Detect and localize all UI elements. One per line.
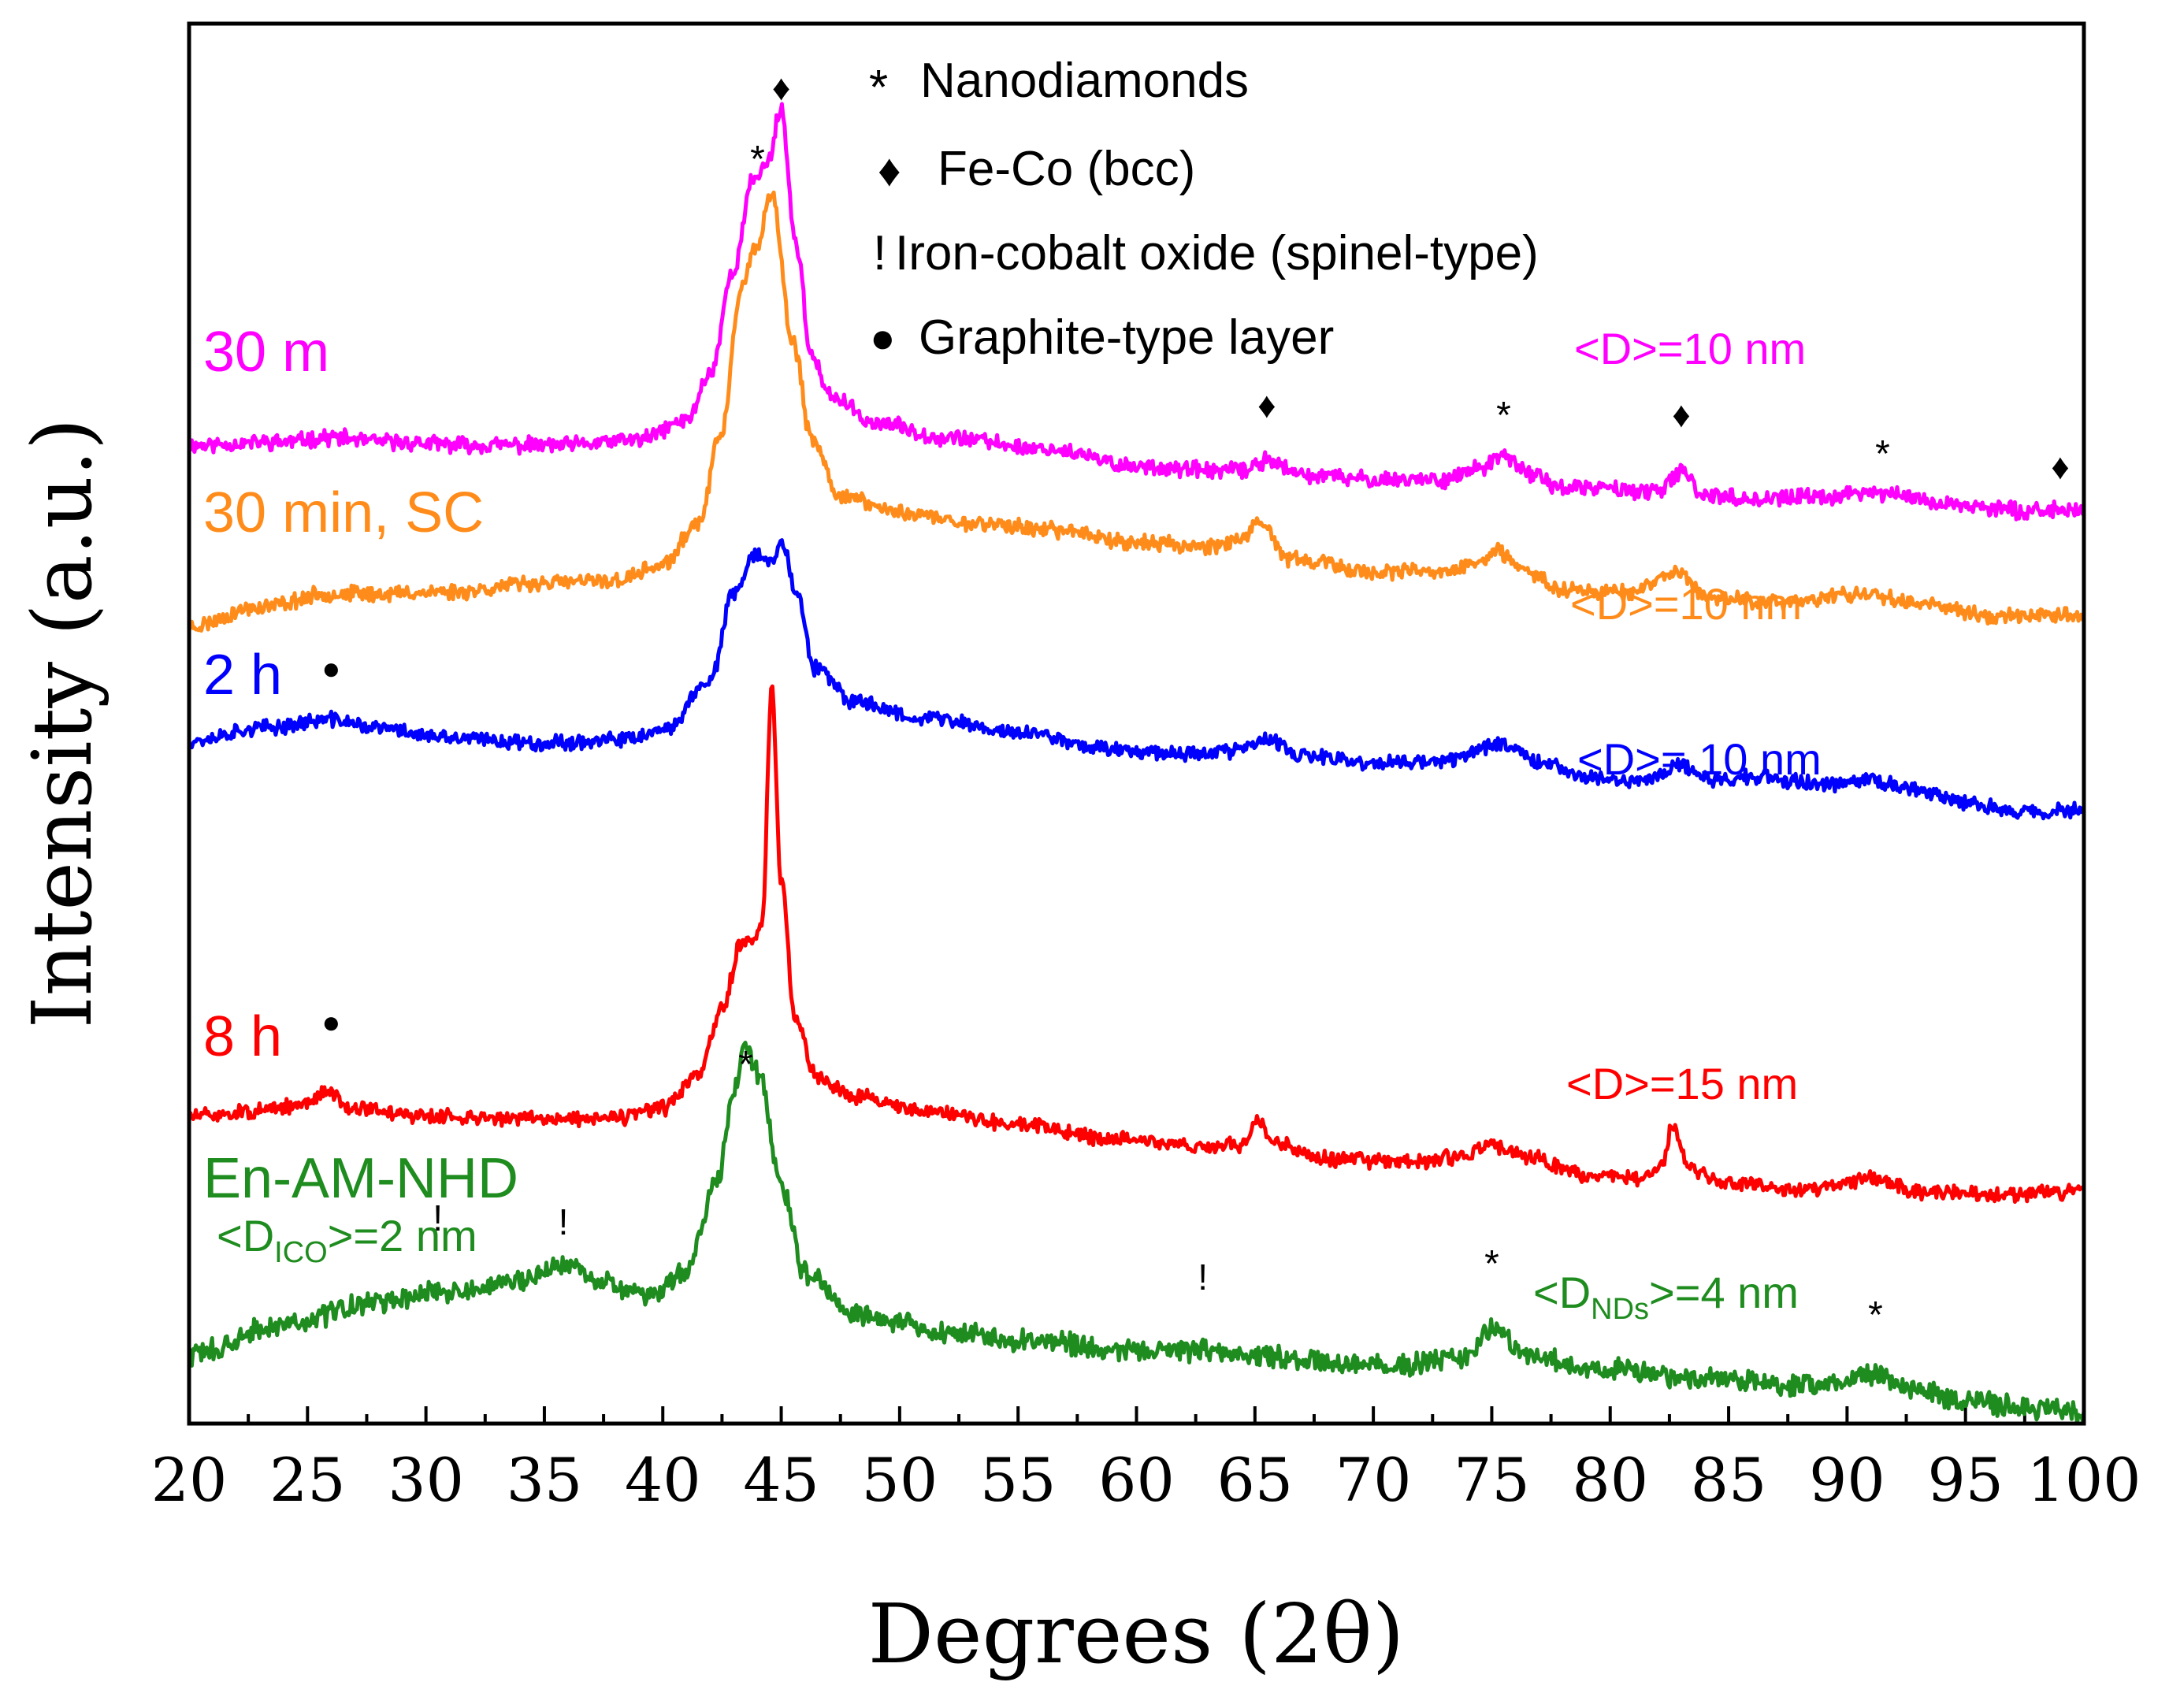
series-labels: 30 m 30 min, SC 2 h 8 h En-AM-NHD: [203, 321, 518, 1210]
crystallite-label-ico: <DICO>=2 nm: [217, 1211, 477, 1269]
nanodiamond-marker: *: [1868, 1294, 1883, 1336]
legend-label-fe-co: Fe-Co (bcc): [938, 142, 1195, 196]
x-tick-label: 20: [151, 1445, 228, 1515]
x-tick-label: 80: [1572, 1445, 1648, 1515]
x-tick-label: 35: [507, 1445, 583, 1515]
graphite-marker: ●: [321, 1005, 340, 1040]
nanodiamond-marker: *: [750, 139, 765, 180]
series-label-2h: 2 h: [203, 644, 282, 707]
legend-symbol-oxide: !: [873, 226, 886, 280]
legend-symbol-fe-co: ♦: [878, 145, 901, 196]
crystallite-label-ico-suffix: >=2 nm: [328, 1211, 477, 1261]
series-label-8h: 8 h: [203, 1005, 282, 1068]
crystallite-label-8h: <D>=15 nm: [1566, 1059, 1798, 1108]
series-line-en-am-nhd: [187, 1040, 2086, 1425]
crystallite-label-nds-prefix: <D: [1533, 1268, 1591, 1317]
oxide-marker: !: [1198, 1257, 1208, 1298]
crystallite-label-30min-sc: <D>=10 nm: [1570, 579, 1802, 629]
series-lines: [187, 102, 2086, 1425]
oxide-marker: !: [559, 1201, 569, 1242]
crystallite-label-2h: <D>= 10 nm: [1577, 734, 1822, 784]
x-tick-label: 90: [1809, 1445, 1885, 1515]
x-tick-label: 85: [1691, 1445, 1767, 1515]
series-label-30m: 30 m: [203, 321, 329, 384]
crystallite-label-nds-suffix: >=4 nm: [1649, 1268, 1799, 1317]
x-tick-label: 95: [1927, 1445, 2004, 1515]
x-axis-label: Degrees (2θ): [868, 1586, 1405, 1682]
series-label-30min-sc: 30 min, SC: [203, 481, 484, 544]
legend-label-nanodiamonds: Nanodiamonds: [920, 54, 1249, 108]
graphite-marker: ●: [321, 652, 340, 686]
x-tick-label: 60: [1098, 1445, 1175, 1515]
series-line-30-m: [188, 102, 2085, 522]
series-label-en-am-nhd: En-AM-NHD: [203, 1147, 518, 1210]
fe-co-marker: ♦: [1672, 394, 1690, 435]
crystallite-label-nds-subscript: NDs: [1591, 1293, 1649, 1326]
oxide-marker: !: [433, 1197, 443, 1238]
nanodiamond-marker: *: [1484, 1243, 1499, 1285]
plot-frame: [187, 21, 2086, 1426]
series-line-30-min-sc: [187, 190, 2085, 633]
fe-co-marker: ♦: [772, 67, 790, 108]
x-tick-label: 55: [980, 1445, 1057, 1515]
nanodiamond-marker: *: [1875, 433, 1890, 475]
peak-markers: ♦*♦ * ♦* ♦●●*!!! **: [321, 67, 2069, 1336]
x-tick-label: 65: [1216, 1445, 1293, 1515]
legend: * Nanodiamonds ♦ Fe-Co (bcc) ! Iron-coba…: [869, 54, 1539, 365]
x-tick-label: 100: [2026, 1445, 2141, 1515]
x-tick-label: 25: [269, 1445, 346, 1515]
x-tick-label: 70: [1335, 1445, 1412, 1515]
x-tick-label: 40: [625, 1445, 701, 1515]
nanodiamond-marker: *: [1496, 395, 1511, 436]
axis-ticks: [188, 1406, 2085, 1424]
y-axis-label: Intensity (a.u.): [14, 418, 110, 1029]
crystallite-label-ico-subscript: ICO: [274, 1236, 328, 1269]
fe-co-marker: ♦: [2051, 446, 2069, 487]
fe-co-marker: ♦: [1257, 384, 1276, 425]
legend-label-oxide: Iron-cobalt oxide (spinel-type): [895, 226, 1539, 280]
x-tick-label: 50: [862, 1445, 938, 1515]
legend-symbol-nanodiamonds: *: [869, 61, 888, 115]
crystallite-labels: <D>=10 nm <D>=10 nm <D>= 10 nm <D>=15 nm…: [217, 324, 1822, 1326]
x-tick-label: 45: [743, 1445, 819, 1515]
x-tick-labels: 20 25 30 35 40 45 50 55 60 65 70 75 80 85 90 95 100: [151, 1445, 2141, 1515]
crystallite-label-ico-prefix: <D: [217, 1211, 274, 1261]
legend-symbol-graphite: ●: [870, 314, 896, 362]
crystallite-label-30m: <D>=10 nm: [1574, 324, 1806, 373]
series-line-8-h: [187, 684, 2085, 1204]
legend-label-graphite: Graphite-type layer: [919, 310, 1334, 365]
series-line-2-h: [187, 538, 2086, 821]
nanodiamond-marker: *: [738, 1044, 753, 1086]
crystallite-label-nds: <DNDs>=4 nm: [1533, 1268, 1799, 1326]
x-tick-label: 75: [1454, 1445, 1530, 1515]
x-tick-label: 30: [388, 1445, 464, 1515]
